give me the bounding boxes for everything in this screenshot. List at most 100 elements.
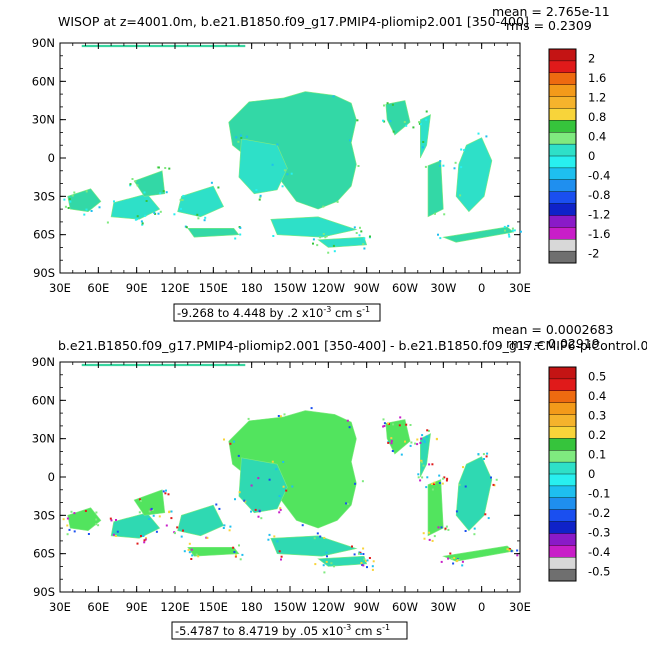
y-tick-label: 30N [32,432,55,446]
field-speck [139,498,141,501]
field-speck [165,489,167,492]
colorbar-label: -0.2 [588,506,610,520]
ocean-field-region [133,170,166,197]
panel-1-map [59,42,522,274]
colorbar-label: 0.3 [588,409,606,423]
field-speck [437,233,439,236]
field-speck [360,552,362,555]
field-speck [235,554,237,557]
field-speck [140,535,142,537]
field-speck [416,443,419,446]
field-speck [409,424,412,426]
colorbar-swatch [548,568,577,582]
field-speck [452,562,455,565]
field-speck [232,546,235,549]
panel-2-range-box [171,621,408,640]
field-speck [398,424,401,427]
field-speck [453,557,456,559]
ocean-field-region [442,226,515,243]
x-tick-label: 90W [354,600,380,614]
field-speck [383,104,385,107]
field-speck [428,463,431,466]
colorbar-swatch [548,215,577,228]
colorbar-label: -0.8 [588,188,610,202]
field-speck [422,532,425,535]
x-tick-label: 180 [241,281,263,295]
field-speck [268,533,271,536]
field-speck [369,235,371,238]
field-speck [359,551,362,554]
x-tick-label: 60E [87,600,109,614]
field-speck [325,235,328,238]
field-speck [423,537,426,540]
ocean-field-region [238,457,288,514]
field-speck [181,199,184,201]
field-speck [416,438,419,441]
field-speck [283,413,286,416]
field-speck [322,233,325,235]
colorbar-swatch [548,72,577,86]
field-speck [508,548,511,550]
field-speck [353,553,356,556]
field-speck [358,552,360,555]
field-speck [286,173,289,176]
ocean-field-region [177,504,225,537]
x-tick-label: 120E [160,600,189,614]
field-speck [447,528,450,531]
field-speck [152,514,155,517]
field-speck [69,200,72,203]
field-speck [333,250,336,253]
ocean-field-region [270,535,358,557]
field-speck [439,164,441,167]
colorbar-label: -0.4 [588,168,610,182]
field-speck [240,137,243,139]
x-tick-label: 30W [430,281,456,295]
field-speck [382,418,385,421]
field-speck [197,217,200,220]
field-speck [155,530,158,533]
field-speck [445,525,448,528]
field-speck [439,237,442,240]
field-speck [234,237,237,240]
field-speck [487,517,490,520]
x-tick-label: 30E [49,600,71,614]
field-speck [433,483,435,485]
x-tick-label: 60W [392,281,418,295]
field-speck [196,213,199,216]
ocean-field-region [177,185,225,218]
panel-2-map [59,361,521,593]
colorbar-swatch [548,426,577,439]
colorbar-swatch [548,108,577,121]
field-speck [507,224,510,227]
field-speck [281,185,284,188]
field-speck [95,523,97,526]
field-speck [345,502,347,505]
colorbar-swatch [548,143,577,157]
colorbar-swatch [548,509,577,523]
field-speck [145,537,147,540]
field-speck [440,526,443,529]
x-tick-label: 60E [87,281,109,295]
field-speck [431,463,434,466]
field-speck [170,510,173,513]
field-speck [348,426,351,429]
field-speck [258,510,261,513]
ocean-field-region [67,507,102,532]
field-speck [347,502,350,505]
field-speck [508,549,511,552]
colorbar-label: 2 [588,52,595,66]
field-speck [229,442,232,445]
field-speck [272,235,275,237]
field-speck [391,450,394,452]
colorbar-swatch [548,239,577,252]
field-speck [425,435,428,438]
field-speck [98,206,101,209]
ocean-field-region [270,216,358,238]
field-speck [243,499,246,502]
panel-2: b.e21.B1850.f09_g17.PMIP4-pliomip2.001 [… [32,322,647,640]
field-speck [327,251,330,254]
field-speck [428,538,431,541]
field-speck [477,132,480,135]
field-speck [95,511,98,514]
field-speck [237,454,240,457]
